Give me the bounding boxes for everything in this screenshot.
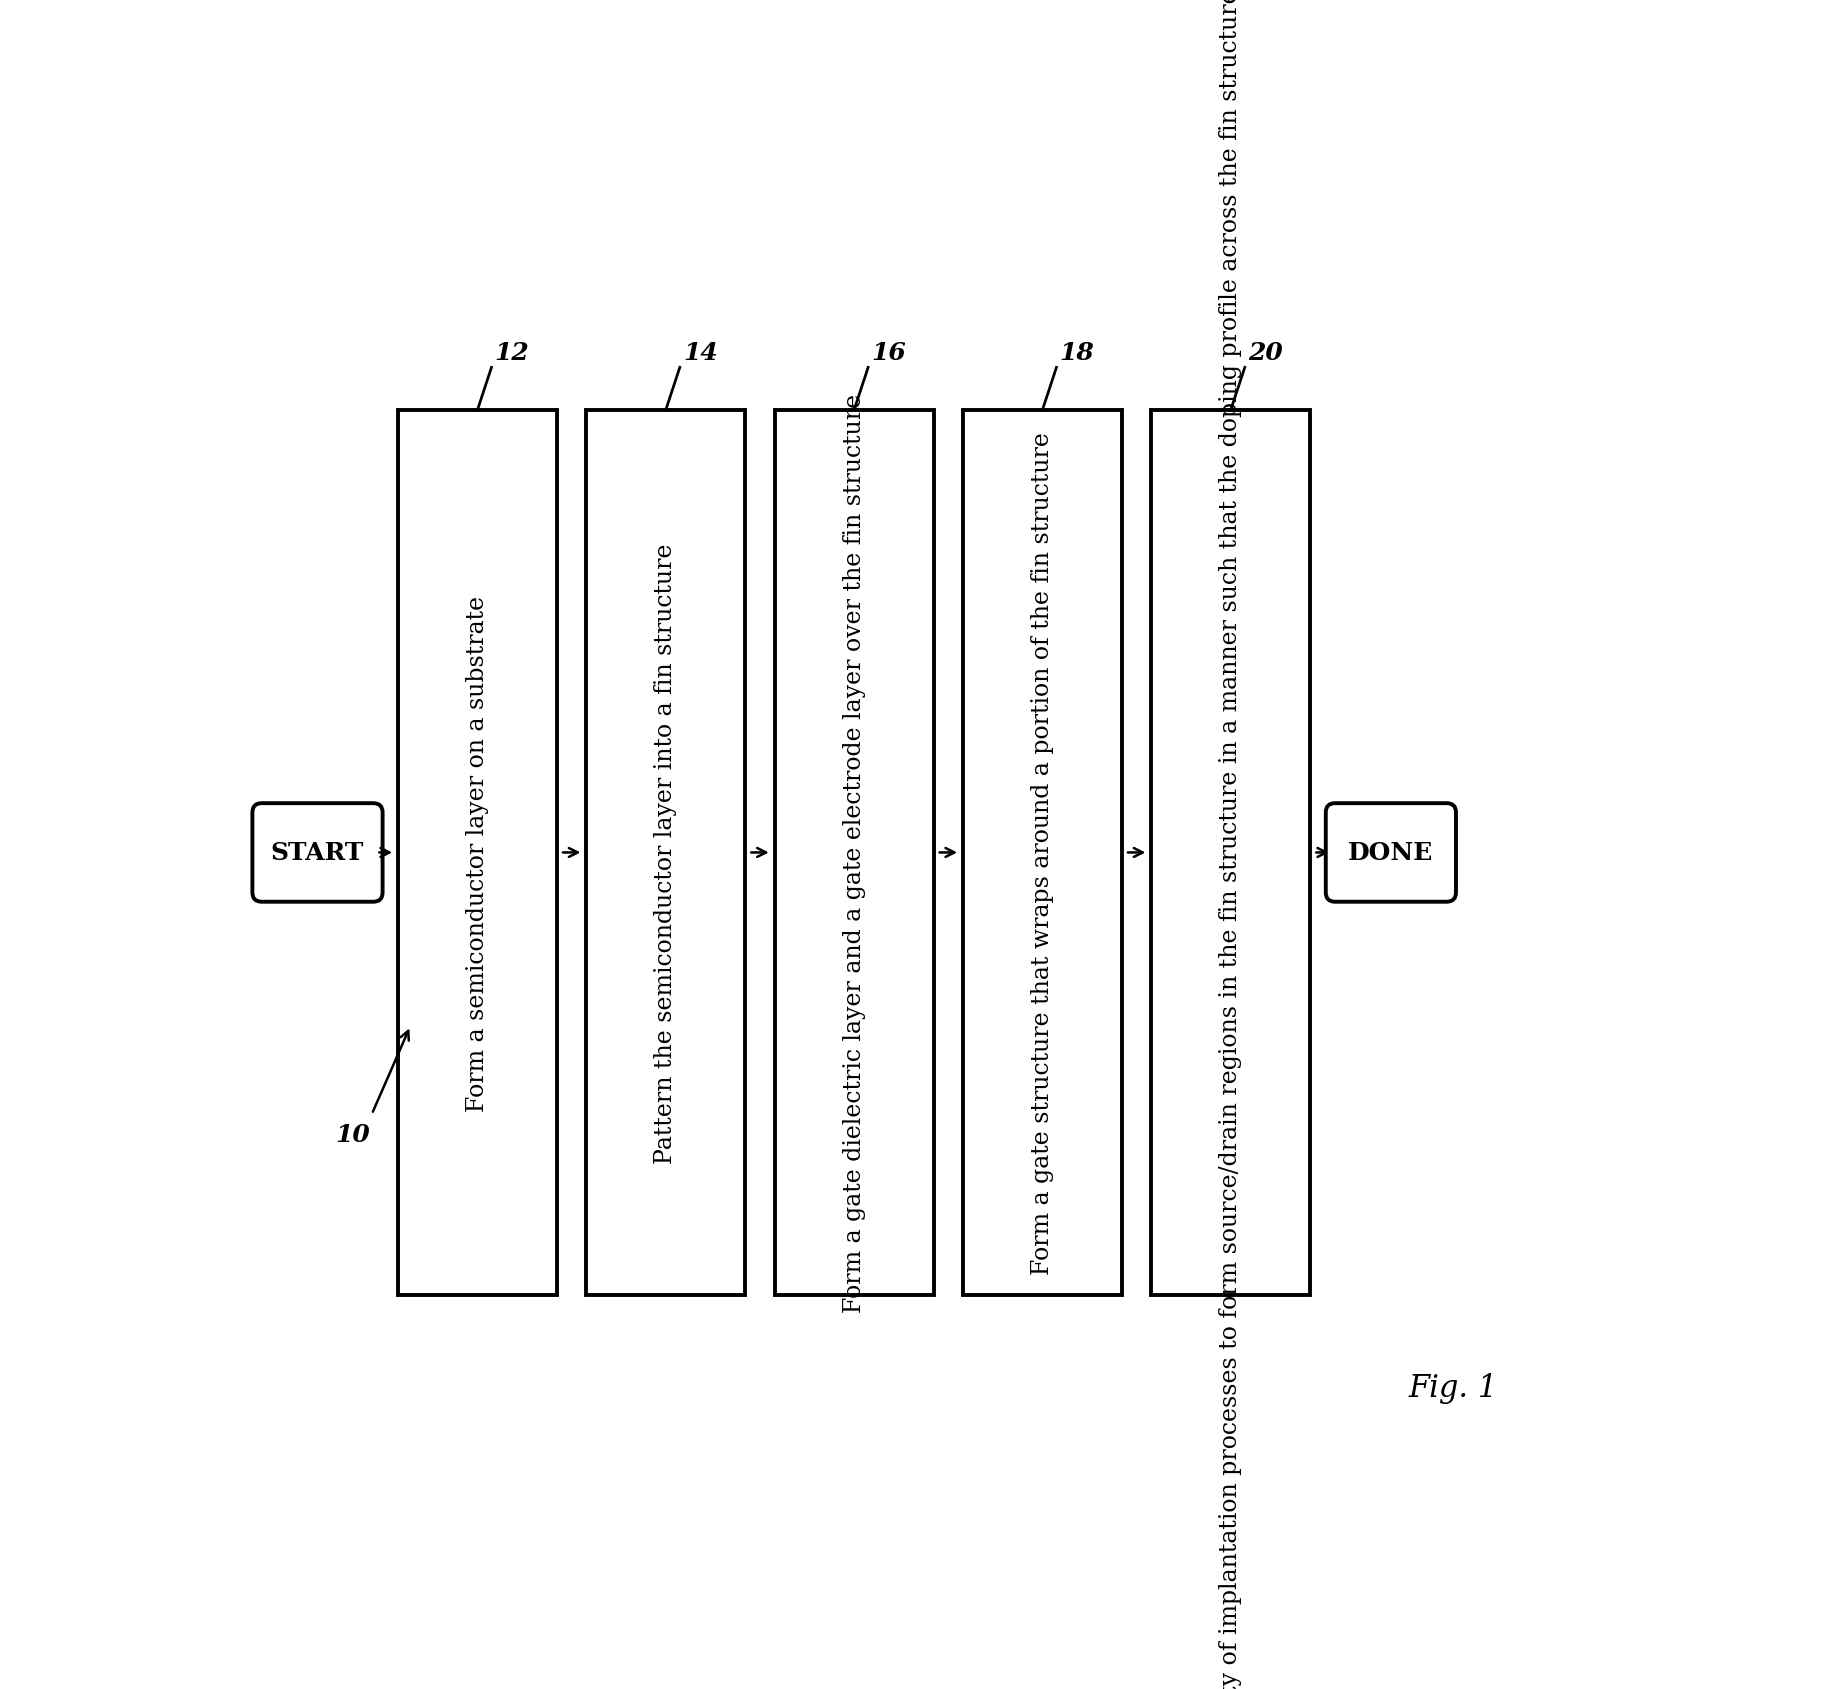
Bar [963,410,1122,1295]
Text: 12: 12 [495,341,530,365]
Text: Form a gate structure that wraps around a portion of the fin structure: Form a gate structure that wraps around … [1030,432,1054,1274]
Bar [398,410,557,1295]
Text: 16: 16 [871,341,906,365]
Text: 10: 10 [334,1121,369,1145]
Text: Perform a plurality of implantation processes to form source/drain regions in th: Perform a plurality of implantation proc… [1219,0,1242,1689]
Text: DONE: DONE [1348,841,1434,865]
Text: Fig. 1: Fig. 1 [1409,1371,1498,1404]
Text: 14: 14 [683,341,718,365]
Bar [775,410,934,1295]
FancyBboxPatch shape [252,804,382,902]
Bar [1151,410,1310,1295]
Text: Pattern the semiconductor layer into a fin structure: Pattern the semiconductor layer into a f… [654,542,678,1164]
Text: Form a semiconductor layer on a substrate: Form a semiconductor layer on a substrat… [466,595,490,1111]
FancyBboxPatch shape [1326,804,1456,902]
Bar [586,410,745,1295]
Text: Form a gate dielectric layer and a gate electrode layer over the fin structure: Form a gate dielectric layer and a gate … [842,394,866,1312]
Text: START: START [270,841,364,865]
Text: 20: 20 [1248,341,1283,365]
Text: 18: 18 [1060,341,1094,365]
